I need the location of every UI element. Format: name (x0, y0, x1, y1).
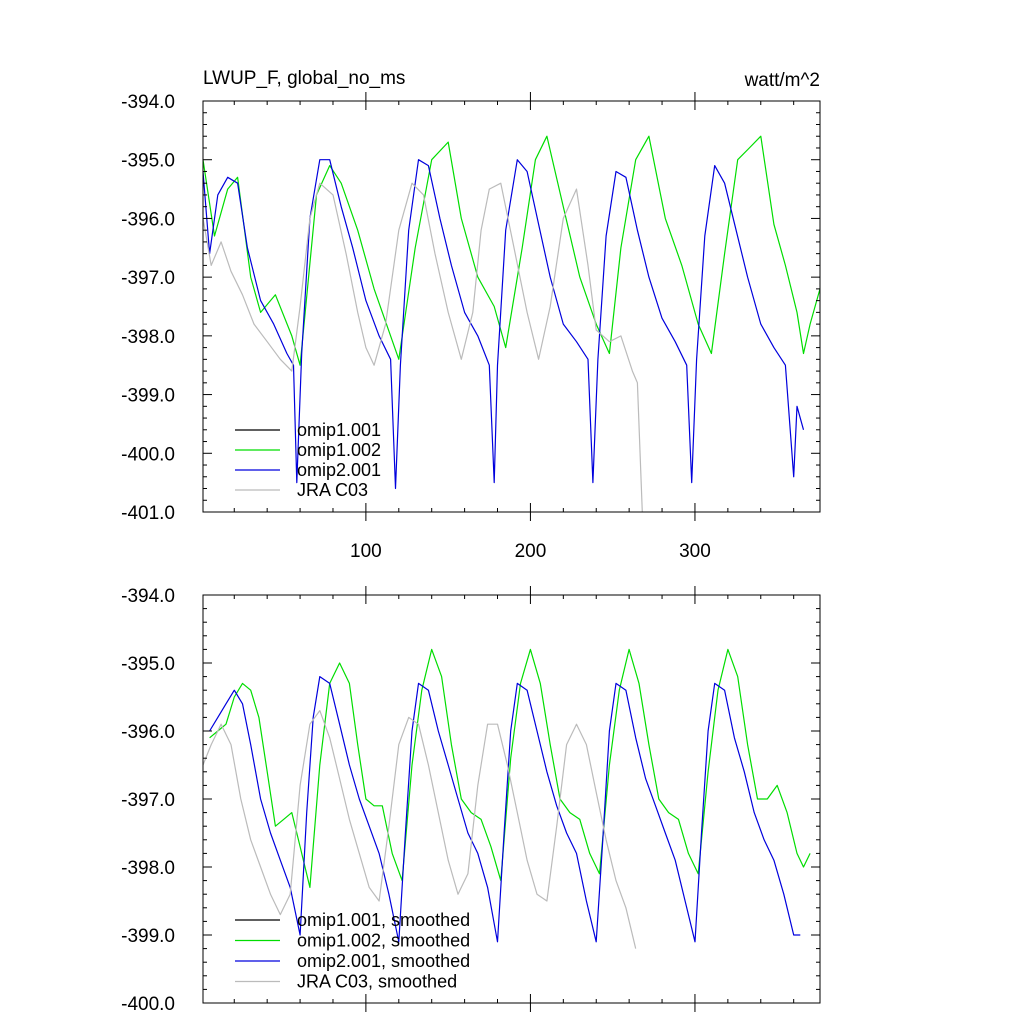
legend-label: omip1.002, smoothed (297, 931, 470, 951)
series-line-omip2-001-smoothed (209, 675, 801, 943)
units-label: watt/m^2 (744, 70, 820, 91)
top-panel-marks (202, 135, 821, 513)
y-tick-label: -394.0 (121, 586, 175, 607)
series-line-omip1-002 (202, 135, 821, 366)
y-tick-label: -396.0 (121, 209, 175, 230)
y-tick-label: -398.0 (121, 327, 175, 348)
bottom-y-axis: -394.0 -395.0 -396.0 -397.0 -398.0 -399.0 -400… (121, 586, 820, 1015)
top-x-axis: 100 200 300 (233, 92, 795, 562)
x-tick-label: 300 (679, 541, 711, 562)
series-line-jra-c03-smoothed (202, 709, 637, 949)
x-tick-label: 200 (515, 541, 547, 562)
top-plot-frame (202, 100, 821, 513)
chart-title: LWUP_F, global_no_ms (203, 68, 405, 89)
legend-label: JRA C03 (297, 480, 368, 500)
series-line-omip1-002-smoothed (209, 648, 811, 889)
y-tick-label: -400.0 (121, 994, 175, 1015)
legend-label: JRA C03, smoothed (297, 972, 457, 992)
bottom-plot-frame (202, 594, 821, 1004)
y-tick-label: -400.0 (121, 444, 175, 465)
bottom-panel-marks (202, 648, 811, 949)
top-panel: LWUP_F, global_no_ms watt/m^2 -394.0 -395… (121, 68, 821, 562)
series-line-jra-c03 (202, 182, 643, 513)
series-line-omip2-001 (202, 159, 805, 490)
legend-label: omip2.001, smoothed (297, 951, 470, 971)
y-tick-label: -395.0 (121, 654, 175, 675)
legend-label: omip2.001 (297, 460, 381, 480)
y-tick-label: -398.0 (121, 858, 175, 879)
y-tick-label: -401.0 (121, 503, 175, 524)
bottom-panel: -394.0 -395.0 -396.0 -397.0 -398.0 -399.0 -400… (121, 586, 821, 1015)
y-tick-label: -395.0 (121, 151, 175, 172)
y-tick-label: -397.0 (121, 790, 175, 811)
legend-label: omip1.002 (297, 440, 381, 460)
y-tick-label: -396.0 (121, 722, 175, 743)
y-tick-label: -394.0 (121, 92, 175, 113)
y-tick-label: -399.0 (121, 386, 175, 407)
bottom-x-axis (233, 586, 795, 1012)
y-tick-label: -397.0 (121, 268, 175, 289)
legend-label: omip1.001 (297, 420, 381, 440)
legend-label: omip1.001, smoothed (297, 910, 470, 930)
y-tick-label: -399.0 (121, 926, 175, 947)
x-tick-label: 100 (350, 541, 382, 562)
top-y-axis: -394.0 -395.0 -396.0 -397.0 -398.0 -399.0 -400… (121, 92, 820, 524)
